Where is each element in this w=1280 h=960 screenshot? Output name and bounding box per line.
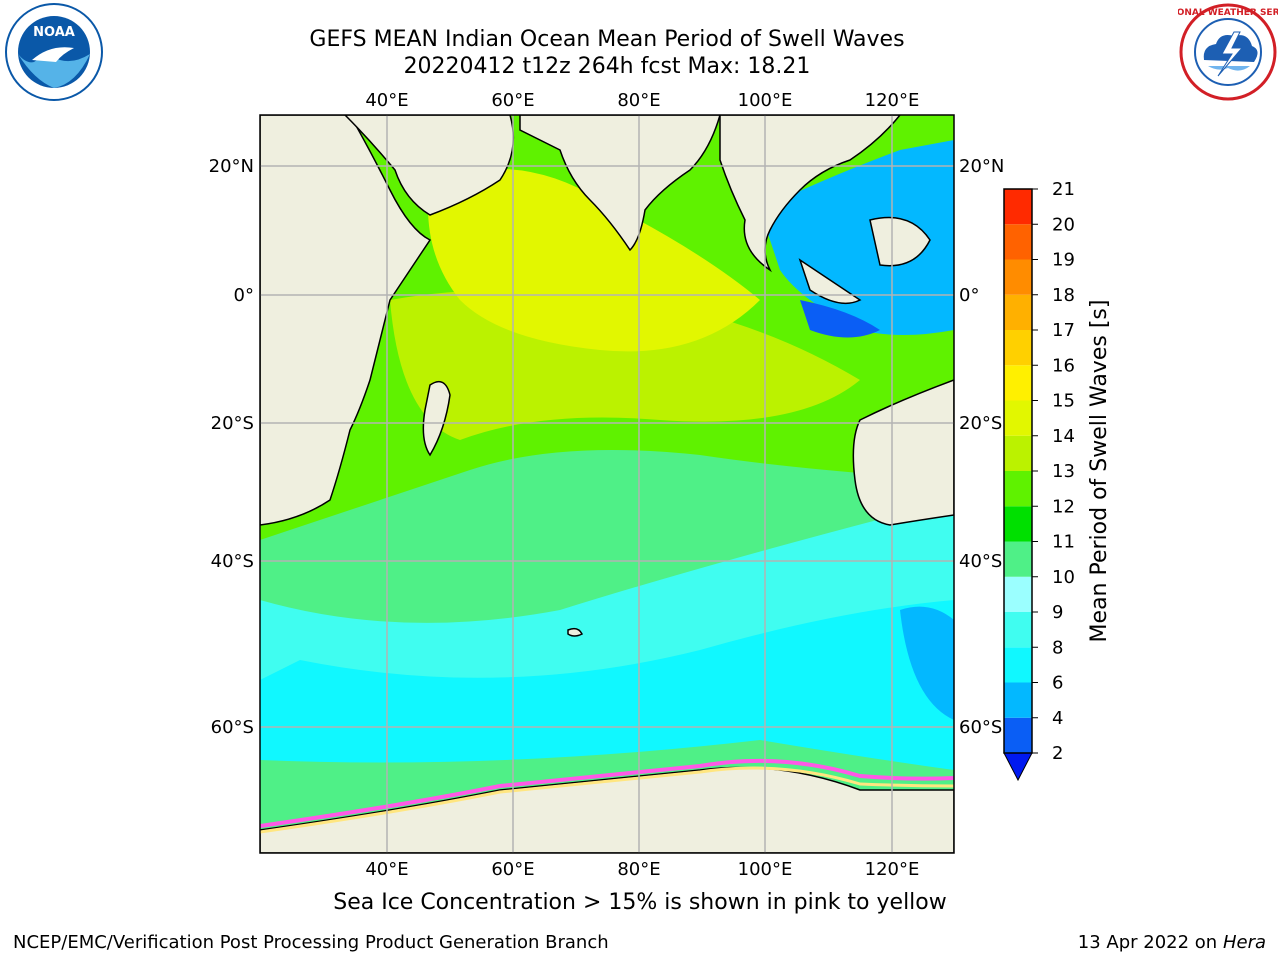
top-lon-label: 40°E (365, 90, 408, 111)
kerguelen (567, 627, 584, 637)
borneo (869, 216, 931, 267)
bottom-lon-labels: 40°E 60°E 80°E 100°E 120°E (365, 859, 919, 880)
colorbar-extend-arrow (1003, 752, 1033, 782)
map-frame (259, 114, 955, 854)
bottom-lon-label: 100°E (738, 859, 793, 880)
colorbar-swatch (1004, 612, 1032, 648)
colorbar-label: Mean Period of Swell Waves [s] (1087, 300, 1112, 643)
colorbar-tick-label: 8 (1052, 637, 1063, 658)
swell-band-seasia-2s (800, 300, 880, 338)
colorbar-tick-label: 15 (1052, 391, 1075, 412)
top-lon-label: 60°E (491, 90, 534, 111)
date-stamp: 13 Apr 2022 on Hera (1078, 932, 1266, 953)
colorbar-swatch (1004, 717, 1032, 753)
colorbar-tick-label: 18 (1052, 285, 1075, 306)
colorbar-swatch (1004, 435, 1032, 471)
top-lon-label: 100°E (738, 90, 793, 111)
colorbar: 2 4 6 8 9 10 11 12 13 14 15 16 17 18 19 20 21 Mean Perio… (1003, 179, 1112, 782)
noaa-logo: NOAA (5, 3, 103, 101)
sumatra (798, 258, 862, 305)
colorbar-swatch (1004, 365, 1032, 401)
colorbar-swatch (1004, 400, 1032, 436)
sea-ice-edge-inner (260, 766, 954, 834)
colorbar-swatch (1004, 259, 1032, 295)
right-lat-label: 20°S (959, 413, 1002, 434)
colorbar-swatch (1004, 330, 1032, 366)
colorbar-swatch (1004, 189, 1032, 225)
right-lat-label: 60°S (959, 717, 1002, 738)
nws-logo: NATIONAL WEATHER SERVICE (1178, 3, 1278, 101)
india (519, 115, 721, 252)
graticule (260, 115, 954, 853)
bottom-lon-label: 40°E (365, 859, 408, 880)
colorbar-tick-label: 10 (1052, 567, 1075, 588)
colorbar-tick-label: 19 (1052, 250, 1075, 271)
colorbar-swatch (1004, 506, 1032, 542)
colorbar-tick-label: 17 (1052, 320, 1075, 341)
australia (852, 379, 954, 526)
colorbar-tick-label: 13 (1052, 461, 1075, 482)
right-lat-label: 20°N (959, 156, 1004, 177)
top-lon-label: 80°E (617, 90, 660, 111)
top-lon-label: 120°E (865, 90, 920, 111)
noaa-logo-text: NOAA (33, 25, 75, 40)
colorbar-tick-label: 4 (1052, 708, 1063, 729)
colorbar-tick-label: 21 (1052, 179, 1075, 200)
sea-ice-caption: Sea Ice Concentration > 15% is shown in … (333, 890, 947, 915)
colorbar-tick-label: 2 (1052, 743, 1063, 764)
bottom-lon-label: 60°E (491, 859, 534, 880)
right-lat-label: 0° (959, 285, 979, 306)
right-lat-labels: 20°N 0° 20°S 40°S 60°S (959, 156, 1004, 738)
colorbar-swatch (1004, 471, 1032, 507)
colorbar-swatch (1004, 224, 1032, 260)
colorbar-tick-labels: 2 4 6 8 9 10 11 12 13 14 15 16 17 18 19 20 21 (1032, 179, 1075, 764)
antarctica (260, 766, 954, 853)
colorbar-tick-label: 16 (1052, 355, 1075, 376)
colorbar-tick-label: 14 (1052, 426, 1075, 447)
map-title: GEFS MEAN Indian Ocean Mean Period of Sw… (309, 27, 905, 52)
bottom-lon-label: 120°E (865, 859, 920, 880)
left-lat-labels: 20°N 0° 20°S 40°S 60°S (209, 156, 254, 738)
map-subtitle: 20220412 t12z 264h fcst Max: 18.21 (403, 54, 811, 79)
bottom-lon-label: 80°E (617, 859, 660, 880)
top-lon-labels: 40°E 60°E 80°E 100°E 120°E (365, 90, 919, 111)
colorbar-swatch (1004, 647, 1032, 683)
host-name: Hera (1222, 932, 1266, 953)
credit-text: NCEP/EMC/Verification Post Processing Pr… (13, 932, 609, 953)
colorbar-tick-label: 6 (1052, 673, 1063, 694)
map-area (260, 115, 954, 853)
madagascar (422, 380, 451, 457)
swell-band-4s (900, 606, 954, 720)
nws-logo-text: NATIONAL WEATHER SERVICE (1178, 8, 1278, 18)
colorbar-swatch (1004, 541, 1032, 577)
colorbar-swatches (1004, 189, 1032, 753)
swell-band-14s (428, 168, 760, 352)
left-lat-label: 60°S (211, 717, 254, 738)
colorbar-swatch (1004, 682, 1032, 718)
left-lat-label: 40°S (211, 551, 254, 572)
right-lat-label: 40°S (959, 551, 1002, 572)
left-lat-label: 20°S (211, 413, 254, 434)
colorbar-swatch (1004, 294, 1032, 330)
left-lat-label: 20°N (209, 156, 254, 177)
colorbar-tick-label: 20 (1052, 214, 1075, 235)
colorbar-tick-label: 11 (1052, 532, 1075, 553)
date-text: 13 Apr 2022 on (1077, 932, 1223, 953)
colorbar-tick-label: 12 (1052, 496, 1075, 517)
colorbar-swatch (1004, 576, 1032, 612)
left-lat-label: 0° (234, 285, 254, 306)
sea-ice-edge (260, 758, 954, 828)
colorbar-tick-label: 9 (1052, 602, 1063, 623)
